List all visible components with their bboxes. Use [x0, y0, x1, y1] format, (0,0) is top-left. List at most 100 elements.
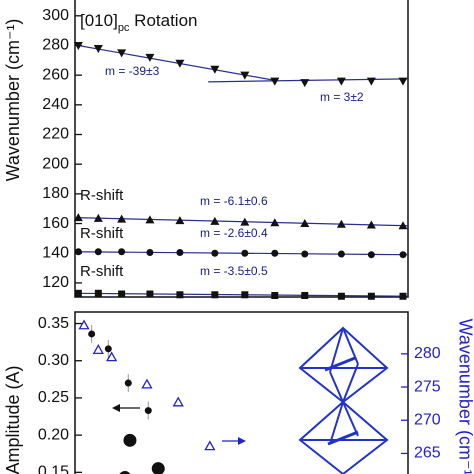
point: [270, 77, 280, 86]
edge: [329, 401, 344, 445]
point: [93, 44, 103, 53]
y2-tick-label: 265: [414, 445, 441, 462]
point: [211, 291, 219, 299]
point: [204, 440, 216, 451]
point: [124, 379, 132, 387]
fit-line: [74, 217, 409, 227]
point: [146, 290, 154, 298]
point: [398, 221, 408, 230]
point: [175, 216, 185, 225]
point: [172, 396, 184, 407]
point: [104, 345, 112, 353]
point: [337, 292, 345, 300]
point: [78, 319, 90, 330]
y-tick-label: 300: [42, 7, 69, 24]
edge: [327, 430, 359, 446]
point: [336, 77, 346, 86]
point: [94, 289, 102, 297]
point: [74, 248, 82, 256]
y-tick-label: 160: [42, 215, 69, 232]
title-main: [010]: [80, 11, 118, 30]
point: [300, 219, 310, 228]
y-tick-label: 0.30: [38, 352, 69, 369]
annotation: m = -2.6±0.4: [200, 226, 268, 240]
y-tick-label: 200: [42, 155, 69, 172]
point: [399, 292, 407, 300]
annotation: R-shift: [80, 263, 124, 280]
point: [210, 216, 220, 225]
y-tick-label: 180: [42, 185, 69, 202]
annotation: m = -3.5±0.5: [200, 264, 268, 278]
edge: [342, 327, 359, 365]
annotation: R-shift: [80, 225, 124, 242]
point: [117, 214, 127, 223]
y-tick-label: 0.35: [38, 315, 69, 332]
octahedron: [298, 326, 389, 404]
annotation: m = -39±3: [105, 64, 160, 78]
annotation: m = 3±2: [320, 90, 364, 104]
point: [271, 292, 279, 300]
edge: [342, 401, 359, 437]
point: [210, 65, 220, 74]
point: [367, 292, 375, 300]
edge: [324, 356, 356, 372]
y2-tick-label: 275: [414, 378, 441, 395]
point: [399, 251, 407, 259]
y-tick-label: 0.15: [38, 464, 69, 474]
y-tick-label: 240: [42, 96, 69, 113]
arrow-head: [112, 404, 120, 412]
arrows: [112, 404, 246, 445]
point: [211, 249, 219, 257]
point: [241, 291, 249, 299]
point: [123, 433, 137, 447]
point: [144, 407, 152, 415]
point: [74, 289, 82, 297]
bottom-frame: [74, 311, 409, 474]
point: [300, 79, 310, 88]
y-tick-label: 140: [42, 244, 69, 261]
point: [118, 248, 126, 256]
point: [73, 213, 83, 222]
y-tick-label: 260: [42, 66, 69, 83]
y2-tick-label: 270: [414, 411, 441, 428]
y-axis-label: Wavenumber (cm⁻¹): [3, 19, 23, 182]
crystal-diagram: [298, 326, 389, 474]
title-rest: Rotation: [129, 11, 197, 30]
title-sub: pc: [118, 22, 130, 34]
y-tick-label: 120: [42, 274, 69, 291]
point: [118, 290, 126, 298]
point: [241, 249, 249, 257]
point: [336, 219, 346, 228]
point: [92, 344, 104, 355]
point: [146, 248, 154, 256]
octahedron: [298, 400, 389, 474]
point: [270, 218, 280, 227]
edge: [329, 371, 344, 403]
point: [176, 248, 184, 256]
point: [141, 378, 153, 389]
point: [367, 251, 375, 259]
point: [337, 250, 345, 258]
panel-title: [010]pc Rotation: [80, 11, 197, 33]
point: [366, 220, 376, 229]
point: [240, 71, 250, 80]
point: [151, 462, 165, 474]
point: [240, 217, 250, 226]
point: [73, 41, 83, 50]
point: [93, 213, 103, 222]
point: [301, 292, 309, 300]
point: [301, 250, 309, 258]
arrow-head: [238, 437, 246, 445]
point: [106, 351, 118, 362]
edge: [342, 363, 359, 403]
point: [145, 53, 155, 62]
point: [175, 59, 185, 68]
point: [271, 249, 279, 257]
point: [119, 471, 131, 474]
y-axis-label: Amplitude (A): [3, 365, 23, 474]
point: [176, 291, 184, 299]
y-tick-label: 280: [42, 37, 69, 54]
y2-axis-label: Wavenumber (cm⁻¹): [455, 319, 474, 474]
point: [398, 77, 408, 86]
